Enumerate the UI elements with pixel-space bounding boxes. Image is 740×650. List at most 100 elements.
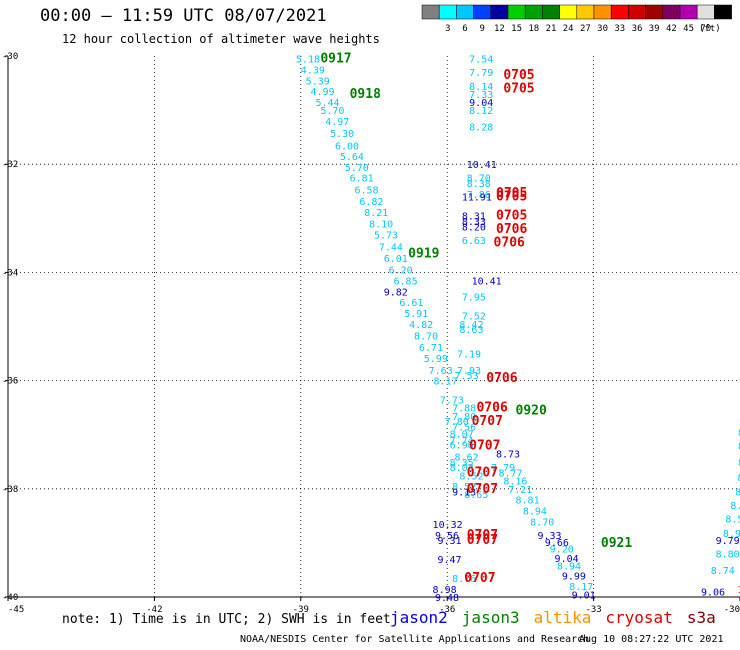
x-tick-label: -36 (439, 605, 455, 615)
swh-value-label: 8.62 (455, 452, 479, 463)
swh-value-label: 6.61 (399, 298, 423, 309)
colorbar-swatch (679, 4, 698, 20)
colorbar-swatch (490, 4, 509, 20)
y-tick-label: -38 (2, 485, 18, 495)
colorbar-tick-label: 33 (614, 24, 625, 34)
swh-value-label: 8.63 (459, 325, 483, 336)
x-tick-label: -42 (146, 605, 162, 615)
swh-value-label: 8.17 (434, 377, 458, 388)
colorbar-tick-label: 3 (445, 24, 450, 34)
colorbar-tick-label: 6 (462, 24, 467, 34)
swh-value-label: 5.44 (315, 98, 339, 109)
swh-value-label: 6.81 (350, 174, 374, 185)
swh-value-label: 8.94 (557, 562, 581, 573)
time-label: 0706 (496, 222, 527, 237)
time-label: 0919 (408, 246, 439, 261)
swh-value-label: 4.82 (409, 320, 433, 331)
y-tick-label: -36 (2, 377, 18, 387)
swh-value-label: 7.86 (467, 190, 491, 201)
swh-value-label: 8.52 (452, 482, 476, 493)
swh-value-label: 8.70 (414, 332, 438, 343)
swh-value-label: 7.73 (440, 396, 464, 407)
swh-value-label: 8.77 (498, 469, 522, 480)
swh-value-label: 8.52 (459, 471, 483, 482)
swh-value-label: 4.99 (311, 87, 335, 98)
swh-value-label: 7.63 (429, 366, 453, 377)
credit-text: NOAA/NESDIS Center for Satellite Applica… (240, 634, 590, 645)
time-label: 0921 (601, 536, 632, 551)
timestamp-text: Aug 10 08:27:22 UTC 2021 (579, 634, 724, 645)
swh-value-label: 5.99 (424, 354, 448, 365)
colorbar-tick-label: 45 (683, 24, 694, 34)
legend-entry-cryosat: cryosat (605, 608, 673, 627)
swh-value-label: 5.18 (296, 55, 320, 66)
colorbar-swatch (438, 4, 457, 20)
swh-value-label: 6.63 (462, 236, 486, 247)
time-label: 0707 (467, 482, 498, 497)
colorbar-swatch (628, 4, 646, 20)
swh-value-label: 5.70 (320, 106, 344, 117)
swh-value-label: 9.99 (562, 571, 586, 582)
satellite-legend: jason2 jason3 altika cryosat s3a (390, 608, 730, 627)
swh-value-label: 1 (738, 585, 740, 596)
colorbar-tick-label: 15 (511, 24, 522, 34)
swh-value-label: 8.10 (369, 220, 393, 231)
swh-value-label: 8.12 (469, 106, 493, 117)
colorbar-swatch (507, 4, 526, 20)
swh-value-label: 9.47 (437, 555, 461, 566)
swh-value-label: 7.93 (457, 366, 481, 377)
swh-value-label: 8.16 (503, 477, 527, 488)
x-tick-label: -33 (585, 605, 601, 615)
swh-value-label: 5.30 (330, 129, 354, 140)
time-label: 0705 (496, 186, 527, 201)
swh-value-label: 9.56 (435, 531, 459, 542)
time-label: 0706 (486, 371, 517, 386)
legend-entry-altika: altika (533, 608, 592, 627)
time-label: 0920 (516, 403, 547, 418)
legend-entry-jason2: jason2 (390, 608, 448, 627)
colorbar-swatch (610, 4, 629, 20)
time-label: 0705 (496, 209, 527, 224)
swh-value-label: 8.05 (735, 488, 740, 499)
colorbar-swatch (473, 4, 492, 20)
swh-value-label: 9.66 (545, 538, 569, 549)
time-label: 0707 (464, 571, 495, 586)
colorbar-tick-label: 9 (479, 24, 484, 34)
swh-value-label: 7.21 (508, 485, 532, 496)
swh-value-label: 6.82 (359, 197, 383, 208)
swh-value-label: 7.44 (379, 242, 403, 253)
colorbar-tick-label: 39 (649, 24, 660, 34)
swh-value-label: 8.21 (364, 208, 388, 219)
swh-value-label: 5.39 (306, 76, 330, 87)
swh-value-label: 8.38 (467, 179, 491, 190)
colorbar-swatch (593, 4, 612, 20)
x-tick-label: -30 (724, 605, 740, 615)
swh-value-label: 8.33 (462, 217, 486, 228)
swh-value-label: 9.06 (701, 588, 725, 599)
chart-title: 00:00 – 11:59 UTC 08/07/2021 (40, 6, 327, 26)
swh-value-label: 9.33 (537, 531, 561, 542)
colorbar-swatch (645, 4, 664, 20)
swh-value-label: 9.01 (572, 590, 596, 601)
swh-value-label: 7.79 (469, 68, 493, 79)
colorbar-swatch (542, 4, 560, 20)
swh-value-label: 8.6 (738, 458, 740, 469)
swh-value-label: 6.71 (419, 343, 443, 354)
y-tick-label: -40 (2, 593, 18, 603)
swh-value-label: 8.70 (530, 517, 554, 528)
colorbar-tick-label: 30 (597, 24, 608, 34)
swh-value-label: 6.01 (384, 254, 408, 265)
colorbar-swatch (421, 4, 440, 20)
swh-value-label: 7.56 (452, 423, 476, 434)
swh-value-label: 9.13 (452, 488, 476, 499)
grid-lines (8, 56, 740, 597)
swh-value-label: 8.70 (467, 174, 491, 185)
swh-value-label: 7.88 (452, 404, 476, 415)
swh-value-label: 8.14 (469, 82, 493, 93)
swh-value-label: 7.80 (445, 417, 469, 428)
time-label: 0917 (320, 52, 351, 67)
swh-value-label: 8.74 (711, 566, 735, 577)
swh-value-label: 8.59 (725, 515, 740, 526)
colorbar-unit-label: (ft) (699, 24, 721, 34)
legend-entry-s3a: s3a (686, 608, 716, 627)
